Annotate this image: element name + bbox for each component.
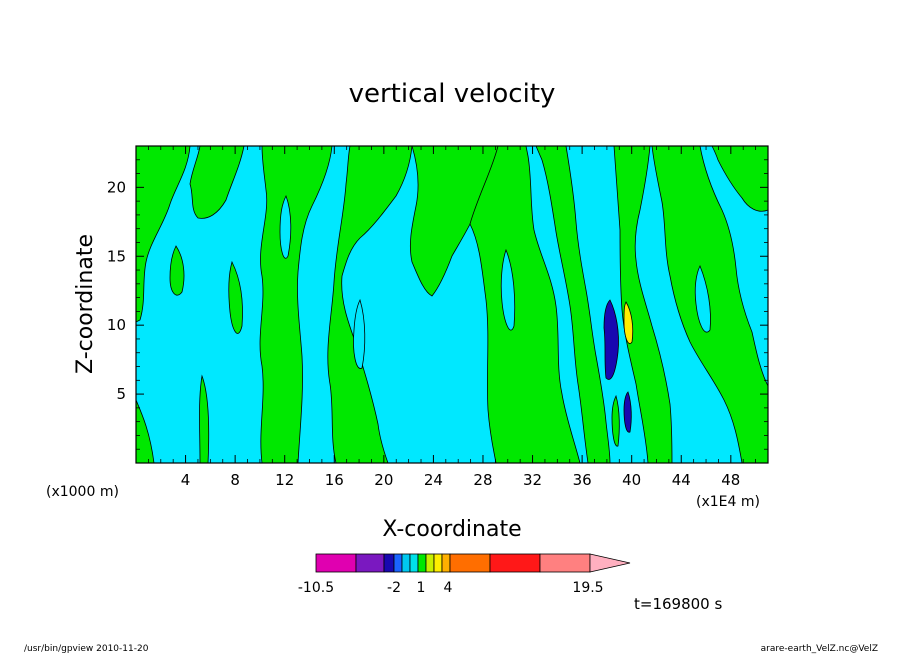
x-tick-label: 36 — [573, 471, 592, 489]
x-tick-label: 24 — [424, 471, 443, 489]
y-tick-label: 15 — [107, 247, 126, 265]
colorbar-segment — [489, 553, 541, 573]
time-label: t=169800 s — [634, 595, 722, 613]
colorbar — [315, 553, 631, 573]
contour-region — [711, 145, 769, 212]
y-tick-label: 10 — [107, 316, 126, 334]
footer-right: arare-earth_VelZ.nc@VelZ — [761, 644, 878, 654]
storm-core — [603, 299, 634, 447]
colorbar-arrow — [589, 553, 631, 573]
x-tick-label: 28 — [473, 471, 492, 489]
y-axis-ticks: 5 10 15 20 — [107, 159, 768, 450]
contour-island — [500, 248, 516, 331]
contour-region — [189, 145, 245, 219]
y-axis-label: Z-coordinate — [73, 234, 98, 374]
y-tick-label: 5 — [116, 385, 126, 403]
colorbar-segment — [315, 553, 357, 573]
x-tick-label: 12 — [275, 471, 294, 489]
contour-core — [603, 299, 619, 380]
colorbar-tick-label: 1 — [417, 580, 426, 596]
x-tick-label: 20 — [374, 471, 393, 489]
colorbar-tick-label: -2 — [387, 580, 401, 596]
contour-island — [694, 265, 711, 333]
contour-region — [327, 145, 413, 464]
x-axis-ticks: 4 8 12 16 20 24 28 32 36 40 44 48 — [147, 146, 757, 489]
colorbar-tick-label: 4 — [444, 580, 453, 596]
contour-island — [353, 298, 366, 369]
contour-region — [169, 245, 185, 296]
chart-title: vertical velocity — [349, 79, 556, 109]
colorbar-tick-label: -10.5 — [298, 580, 334, 596]
colorbar-segment — [393, 553, 403, 573]
colorbar-segment — [409, 553, 419, 573]
colorbar-segment — [441, 553, 451, 573]
x-tick-label: 44 — [672, 471, 691, 489]
y-tick-label: 20 — [107, 178, 126, 196]
colorbar-tick-label: 19.5 — [572, 580, 603, 596]
x-tick-label: 32 — [523, 471, 542, 489]
colorbar-segment — [433, 553, 443, 573]
colorbar-segment — [355, 553, 385, 573]
x-unit-left: (x1000 m) — [46, 484, 119, 500]
contour-core — [623, 391, 632, 433]
colorbar-segment — [417, 553, 427, 573]
contour-island — [279, 194, 292, 259]
contour-region — [228, 260, 243, 334]
contour-core — [611, 394, 620, 447]
positive-velocity-regions — [135, 145, 769, 464]
contour-region — [135, 145, 191, 323]
colorbar-segment — [401, 553, 411, 573]
x-tick-label: 48 — [721, 471, 740, 489]
plot-frame — [135, 145, 769, 464]
x-tick-label: 16 — [325, 471, 344, 489]
x-tick-label: 8 — [230, 471, 240, 489]
x-tick-label: 40 — [622, 471, 641, 489]
contour-core — [623, 301, 634, 344]
negative-velocity-regions — [279, 194, 711, 369]
footer-left: /usr/bin/gpview 2010-11-20 — [24, 644, 149, 654]
colorbar-segment — [383, 553, 395, 573]
colorbar-segment — [449, 553, 491, 573]
contour-region — [535, 145, 611, 464]
colorbar-segment — [425, 553, 435, 573]
contour-region — [469, 145, 581, 464]
x-unit-right: (x1E4 m) — [696, 494, 760, 510]
x-axis-label: X-coordinate — [382, 517, 521, 542]
contour-region — [613, 145, 673, 464]
colorbar-segment — [539, 553, 591, 573]
x-tick-label: 4 — [181, 471, 191, 489]
colorbar-labels: -10.5 -2 1 4 19.5 — [298, 580, 604, 596]
